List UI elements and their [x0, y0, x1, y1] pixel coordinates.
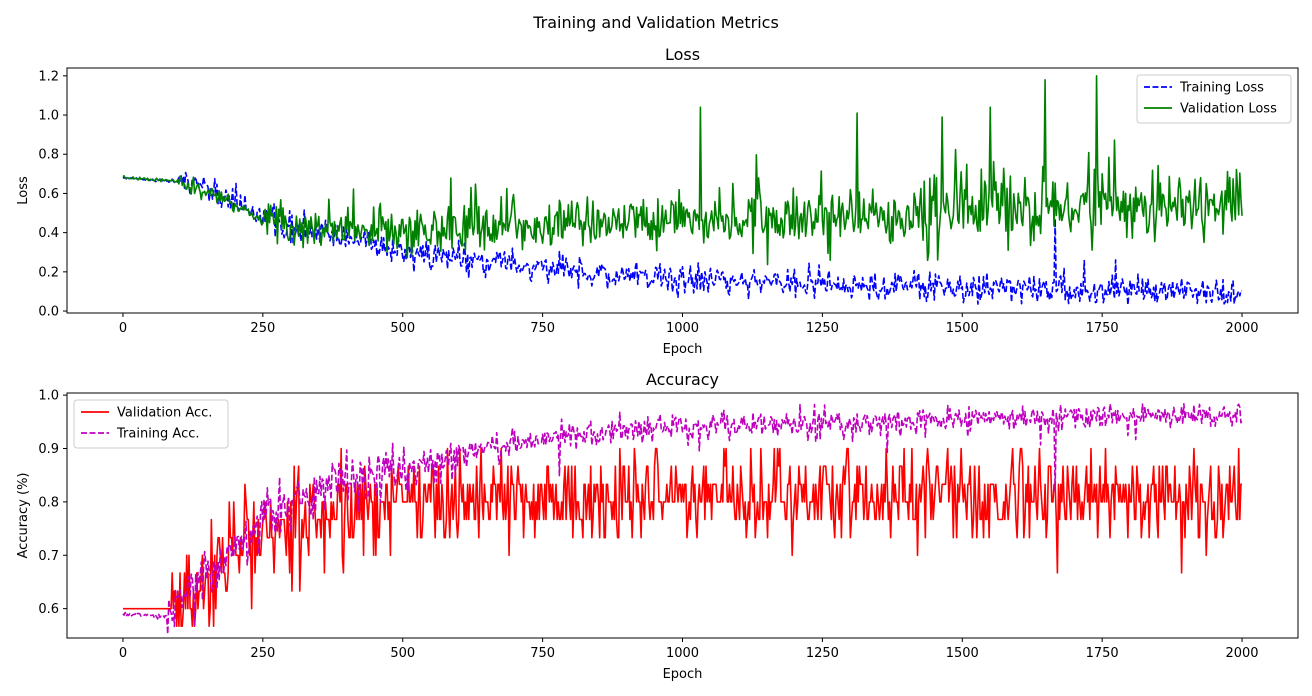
- x-tick-label: 1750: [1086, 646, 1119, 661]
- subplot-title: Accuracy: [646, 370, 719, 389]
- subplot-title: Loss: [665, 45, 700, 64]
- x-tick-label: 750: [530, 321, 555, 336]
- x-tick-label: 250: [250, 646, 275, 661]
- plot-area: [122, 75, 1243, 306]
- legend: Validation Acc. Training Acc.: [73, 399, 229, 449]
- y-tick-label: 0.2: [38, 265, 59, 280]
- y-tick-label: 0.6: [38, 187, 59, 202]
- y-axis-label: Loss: [16, 176, 31, 205]
- x-tick-label: 1500: [946, 646, 979, 661]
- x-tick-label: 1000: [666, 321, 699, 336]
- x-tick-label: 1250: [806, 321, 839, 336]
- y-tick-label: 0.0: [38, 305, 59, 320]
- x-tick-label: 2000: [1225, 646, 1258, 661]
- x-tick-label: 250: [250, 321, 275, 336]
- x-tick-label: 500: [390, 646, 415, 661]
- plot-area: [122, 402, 1243, 635]
- series-line-training-loss: [122, 171, 1243, 306]
- x-tick-label: 500: [390, 321, 415, 336]
- legend-label: Validation Loss: [1180, 102, 1277, 117]
- figure-suptitle: Training and Validation Metrics: [532, 13, 779, 32]
- legend-label: Training Acc.: [116, 427, 200, 442]
- y-tick-label: 0.9: [38, 442, 59, 457]
- y-tick-label: 0.6: [38, 602, 59, 617]
- x-tick-label: 1500: [946, 321, 979, 336]
- y-tick-label: 0.8: [38, 148, 59, 163]
- x-tick-label: 0: [119, 646, 127, 661]
- y-tick-label: 1.2: [38, 69, 59, 84]
- y-tick-label: 1.0: [38, 389, 59, 404]
- x-axis-label: Epoch: [663, 667, 703, 682]
- y-tick-label: 1.0: [38, 109, 59, 124]
- y-tick-label: 0.7: [38, 549, 59, 564]
- series-line-training-acc: [122, 402, 1243, 635]
- y-tick-label: 0.8: [38, 495, 59, 510]
- x-tick-label: 1000: [666, 646, 699, 661]
- legend: Training Loss Validation Loss: [1136, 74, 1292, 124]
- x-tick-label: 0: [119, 321, 127, 336]
- legend-label: Validation Acc.: [117, 406, 212, 421]
- series-line-validation-acc: [122, 447, 1243, 628]
- x-tick-label: 2000: [1225, 321, 1258, 336]
- series-line-validation-loss: [122, 75, 1243, 266]
- x-tick-label: 1250: [806, 646, 839, 661]
- legend-label: Training Loss: [1179, 81, 1264, 96]
- y-tick-label: 0.4: [38, 226, 59, 241]
- loss-subplot: 0 250 500 750 1000 1250 1500 1750 2000 0.0 0.2 0.4 0…: [16, 45, 1299, 357]
- x-tick-label: 1750: [1086, 321, 1119, 336]
- y-axis-label: Accuracy (%): [16, 473, 31, 559]
- accuracy-subplot: 0 250 500 750 1000 1250 1500 1750 2000 0.6 0.7 0.8 0…: [16, 370, 1299, 682]
- x-tick-label: 750: [530, 646, 555, 661]
- x-axis-label: Epoch: [663, 342, 703, 357]
